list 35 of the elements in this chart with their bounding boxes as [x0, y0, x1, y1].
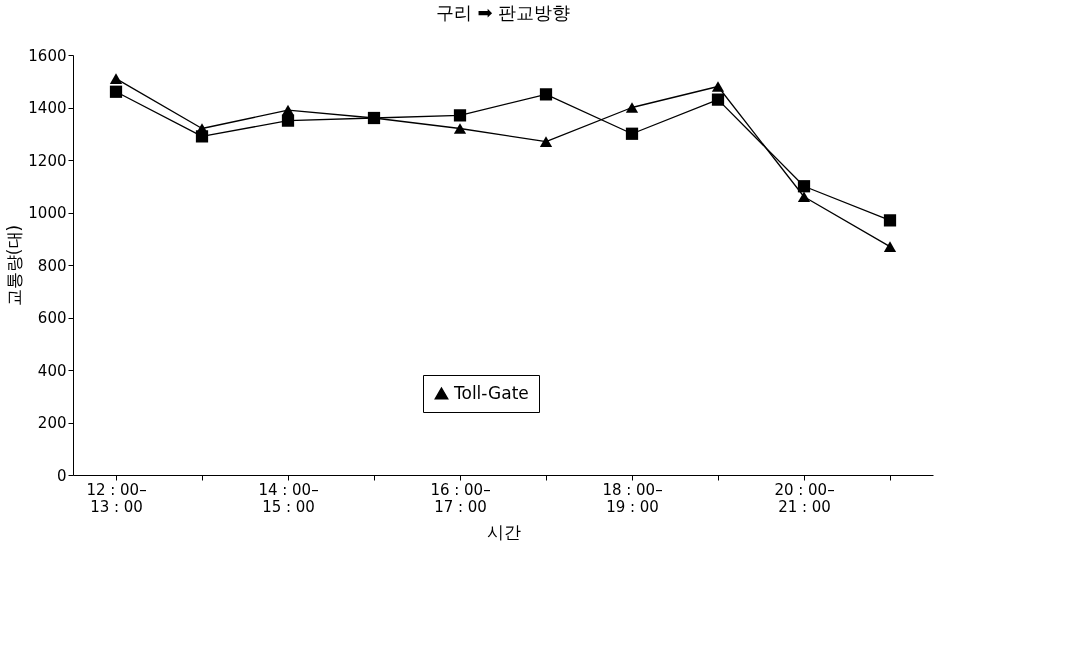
point [625, 127, 639, 140]
point [453, 123, 467, 134]
point [797, 191, 811, 203]
point [711, 93, 725, 106]
point [453, 109, 467, 122]
point [539, 88, 553, 101]
x-tick-label: 18 : 00– 19 : 00 [602, 480, 663, 516]
y-tick-label: 1200 [28, 151, 67, 170]
x-tick-label: 12 : 00– 13 : 00 [86, 480, 147, 516]
point [195, 130, 209, 143]
x-axis-title: 시간 [486, 521, 521, 542]
y-tick-label: 0 [56, 466, 67, 485]
point [109, 85, 123, 98]
point [883, 241, 897, 252]
y-tick-label: 400 [37, 361, 67, 380]
y-tick-label: 1600 [28, 46, 67, 65]
x-tick-label: 16 : 00– 17 : 00 [430, 480, 491, 516]
legend-label: Toll-Gate [453, 382, 529, 403]
y-tick-label: 1000 [28, 204, 67, 222]
point [625, 102, 639, 113]
point [539, 136, 553, 147]
y-tick-label: 1400 [28, 99, 67, 117]
point [281, 114, 295, 127]
y-tick-label: 200 [37, 414, 67, 432]
y-tick-label: 600 [37, 309, 67, 327]
chart-title: 구리 ➡ 판교방향 [435, 2, 571, 23]
y-axis-title: 교통량(대) [4, 224, 25, 307]
point [281, 104, 295, 116]
point [797, 180, 811, 193]
point [883, 214, 897, 227]
x-tick-label: 14 : 00– 15 : 00 [258, 480, 319, 516]
point [109, 73, 123, 84]
x-tick-label: 20 : 00– 21 : 00 [774, 480, 835, 516]
point [711, 81, 725, 92]
y-tick-label: 800 [37, 256, 67, 275]
